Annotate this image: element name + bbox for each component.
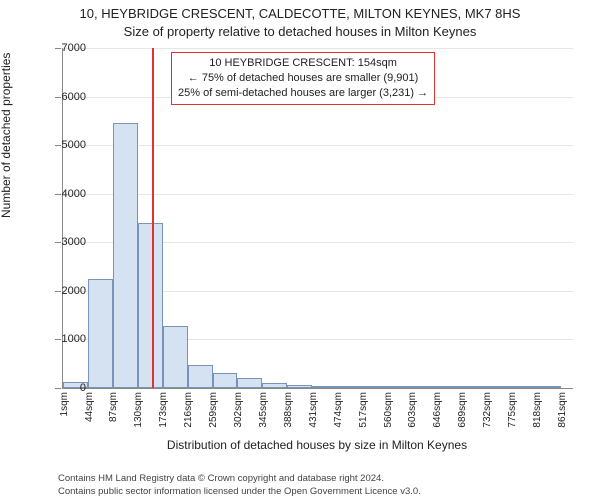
x-tick-label: 259sqm [208, 392, 219, 436]
gridline [63, 194, 573, 195]
x-tick-label: 603sqm [407, 392, 418, 436]
x-tick-label: 173sqm [158, 392, 169, 436]
histogram-bar [188, 365, 213, 388]
y-tick-label: 1000 [46, 333, 86, 345]
x-tick-label: 44sqm [84, 392, 95, 436]
x-tick-label: 345sqm [258, 392, 269, 436]
x-tick-label: 130sqm [133, 392, 144, 436]
histogram-bar [312, 386, 337, 388]
histogram-plot: 1sqm44sqm87sqm130sqm173sqm216sqm259sqm30… [62, 48, 573, 389]
y-tick-label: 2000 [46, 285, 86, 297]
footer-line-2: Contains public sector information licen… [58, 486, 580, 498]
x-tick-label: 560sqm [383, 392, 394, 436]
x-axis-label: Distribution of detached houses by size … [62, 438, 572, 452]
x-tick-label: 818sqm [532, 392, 543, 436]
y-tick-label: 6000 [46, 91, 86, 103]
chart-title: Size of property relative to detached ho… [0, 24, 600, 39]
y-axis-label: Number of detached properties [0, 53, 13, 218]
histogram-bar [487, 386, 512, 388]
y-tick-label: 3000 [46, 236, 86, 248]
chart-supertitle: 10, HEYBRIDGE CRESCENT, CALDECOTTE, MILT… [0, 6, 600, 21]
histogram-bar [412, 386, 437, 388]
x-tick-label: 302sqm [233, 392, 244, 436]
histogram-bar [536, 386, 561, 388]
histogram-bar [287, 385, 312, 388]
annotation-line: 10 HEYBRIDGE CRESCENT: 154sqm [178, 56, 428, 71]
x-tick-label: 1sqm [59, 392, 70, 436]
histogram-bar [138, 223, 163, 388]
histogram-bar [462, 386, 487, 388]
x-tick-label: 861sqm [557, 392, 568, 436]
x-tick-label: 431sqm [308, 392, 319, 436]
y-tick-label: 7000 [46, 42, 86, 54]
x-tick-label: 87sqm [108, 392, 119, 436]
histogram-bar [337, 386, 362, 388]
x-tick-label: 388sqm [283, 392, 294, 436]
histogram-bar [512, 386, 537, 388]
x-tick-label: 474sqm [333, 392, 344, 436]
y-tick-label: 4000 [46, 188, 86, 200]
gridline [63, 48, 573, 49]
property-marker-line [152, 48, 154, 388]
histogram-bar [437, 386, 462, 388]
y-tick-label: 0 [46, 382, 86, 394]
histogram-bar [237, 378, 262, 388]
x-tick-label: 689sqm [457, 392, 468, 436]
x-tick-label: 732sqm [482, 392, 493, 436]
gridline [63, 145, 573, 146]
x-tick-label: 775sqm [507, 392, 518, 436]
x-tick-label: 646sqm [432, 392, 443, 436]
footer-line-1: Contains HM Land Registry data © Crown c… [58, 473, 580, 485]
histogram-bar [113, 123, 138, 388]
y-tick-label: 5000 [46, 139, 86, 151]
histogram-bar [387, 386, 412, 388]
histogram-bar [163, 326, 188, 388]
histogram-bar [262, 383, 287, 388]
histogram-bar [213, 373, 238, 388]
x-tick-label: 517sqm [358, 392, 369, 436]
attribution-footer: Contains HM Land Registry data © Crown c… [58, 473, 580, 498]
annotation-line: ← 75% of detached houses are smaller (9,… [178, 71, 428, 86]
histogram-bar [88, 279, 113, 388]
annotation-line: 25% of semi-detached houses are larger (… [178, 86, 428, 101]
annotation-box: 10 HEYBRIDGE CRESCENT: 154sqm← 75% of de… [171, 52, 435, 105]
x-tick-label: 216sqm [183, 392, 194, 436]
histogram-bar [362, 386, 387, 388]
